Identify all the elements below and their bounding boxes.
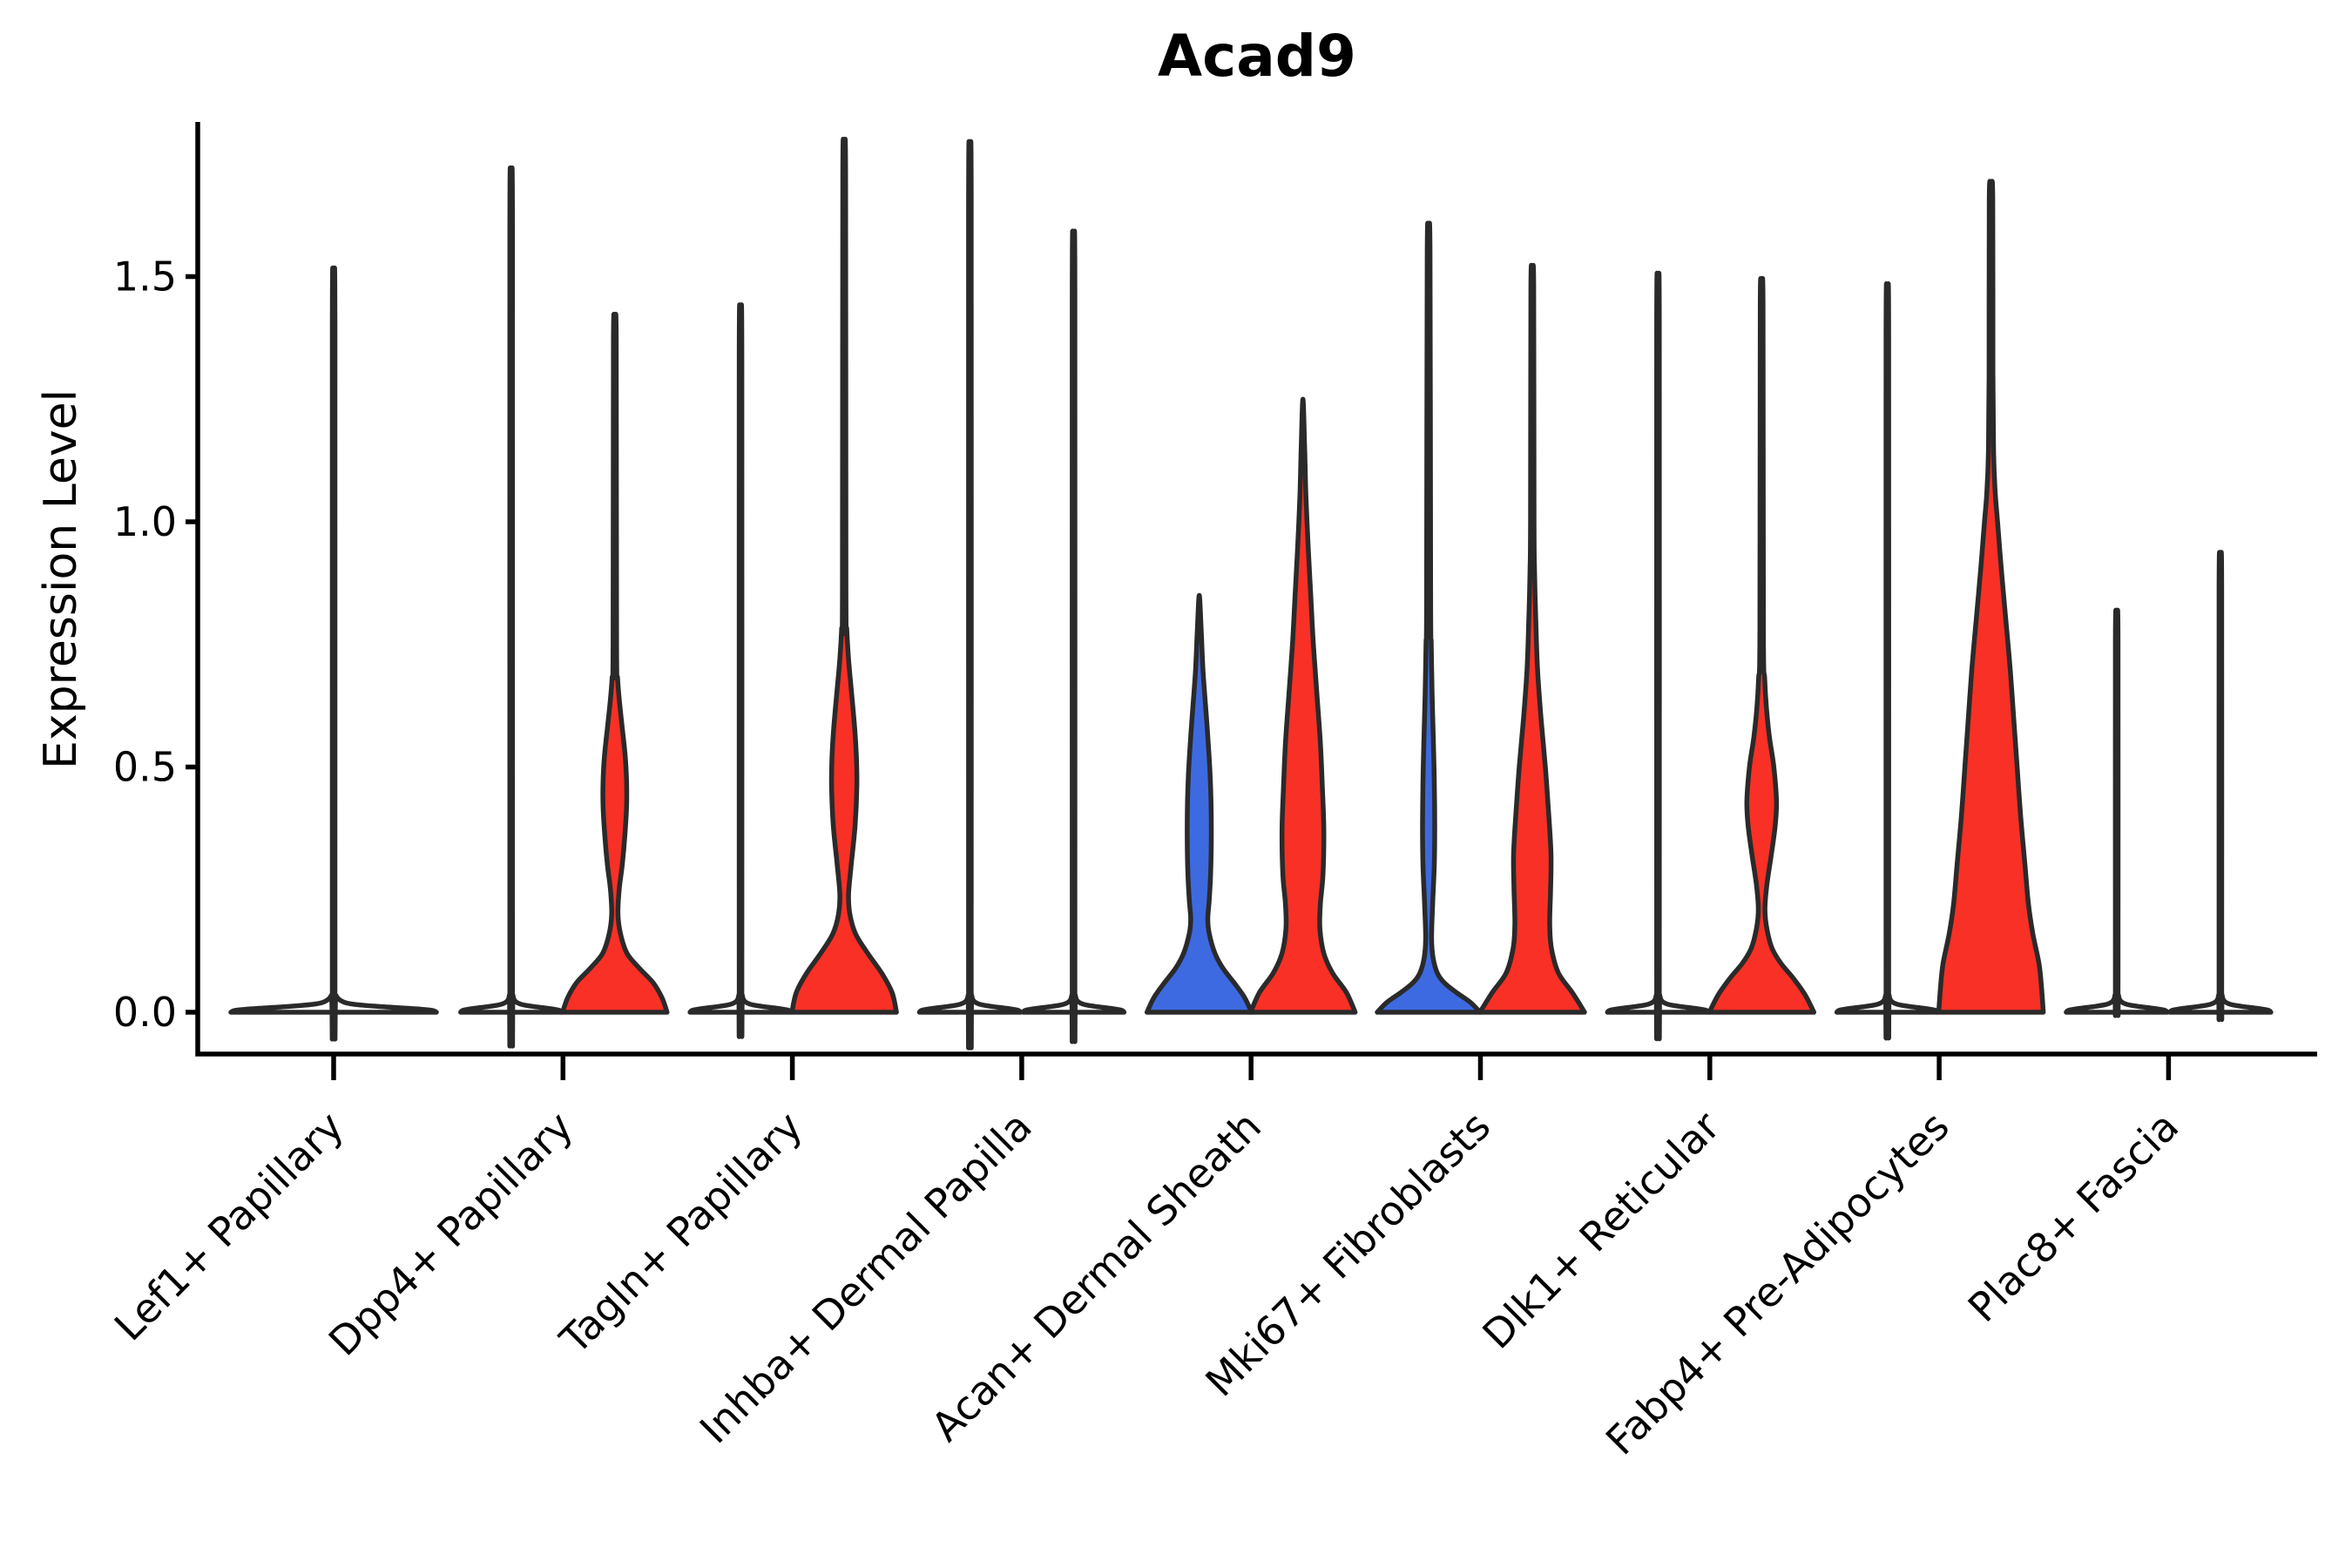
- violin-dlk1-right: [1707, 275, 1817, 1015]
- axis-spines: [195, 122, 2317, 1057]
- violin-plac8-left: [2064, 608, 2170, 1018]
- x-tick-label: Plac8+ Fascia: [1959, 1103, 2187, 1331]
- violin-acan-left: [1144, 592, 1254, 1015]
- violin-dpp4-left: [458, 165, 564, 1049]
- violin-dpp4-right: [560, 312, 670, 1015]
- violin-inhba-left: [916, 139, 1024, 1051]
- y-tick-label: 1.5: [113, 253, 177, 301]
- y-tick-label: 0.0: [113, 989, 177, 1036]
- chart-title: Acad9: [1158, 23, 1356, 90]
- violin-tagln-left: [687, 302, 794, 1039]
- y-axis-title: Expression Level: [35, 389, 87, 770]
- violin-fabp4-right: [1936, 179, 2046, 1015]
- violin-inhba-right: [1020, 228, 1127, 1044]
- x-tick-label: Lef1+ Papillary: [105, 1103, 353, 1350]
- y-tick-label: 0.5: [113, 744, 177, 791]
- violin-acan-right: [1247, 396, 1358, 1015]
- x-tick-label: Dpp4+ Papillary: [320, 1103, 582, 1365]
- violin-tagln-right: [789, 137, 899, 1015]
- violin-lef1-center: [228, 265, 439, 1042]
- x-tick-label: Tagln+ Papillary: [551, 1103, 812, 1364]
- x-tick-label: Dlk1+ Reticular: [1473, 1103, 1728, 1358]
- violin-mki67-left: [1375, 220, 1483, 1015]
- violin-dlk1-left: [1605, 270, 1712, 1041]
- violin-plac8-right: [2167, 550, 2274, 1022]
- y-tick-label: 1.0: [113, 498, 177, 545]
- violin-fabp4-left: [1834, 281, 1941, 1041]
- violin-mki67-right: [1477, 262, 1587, 1015]
